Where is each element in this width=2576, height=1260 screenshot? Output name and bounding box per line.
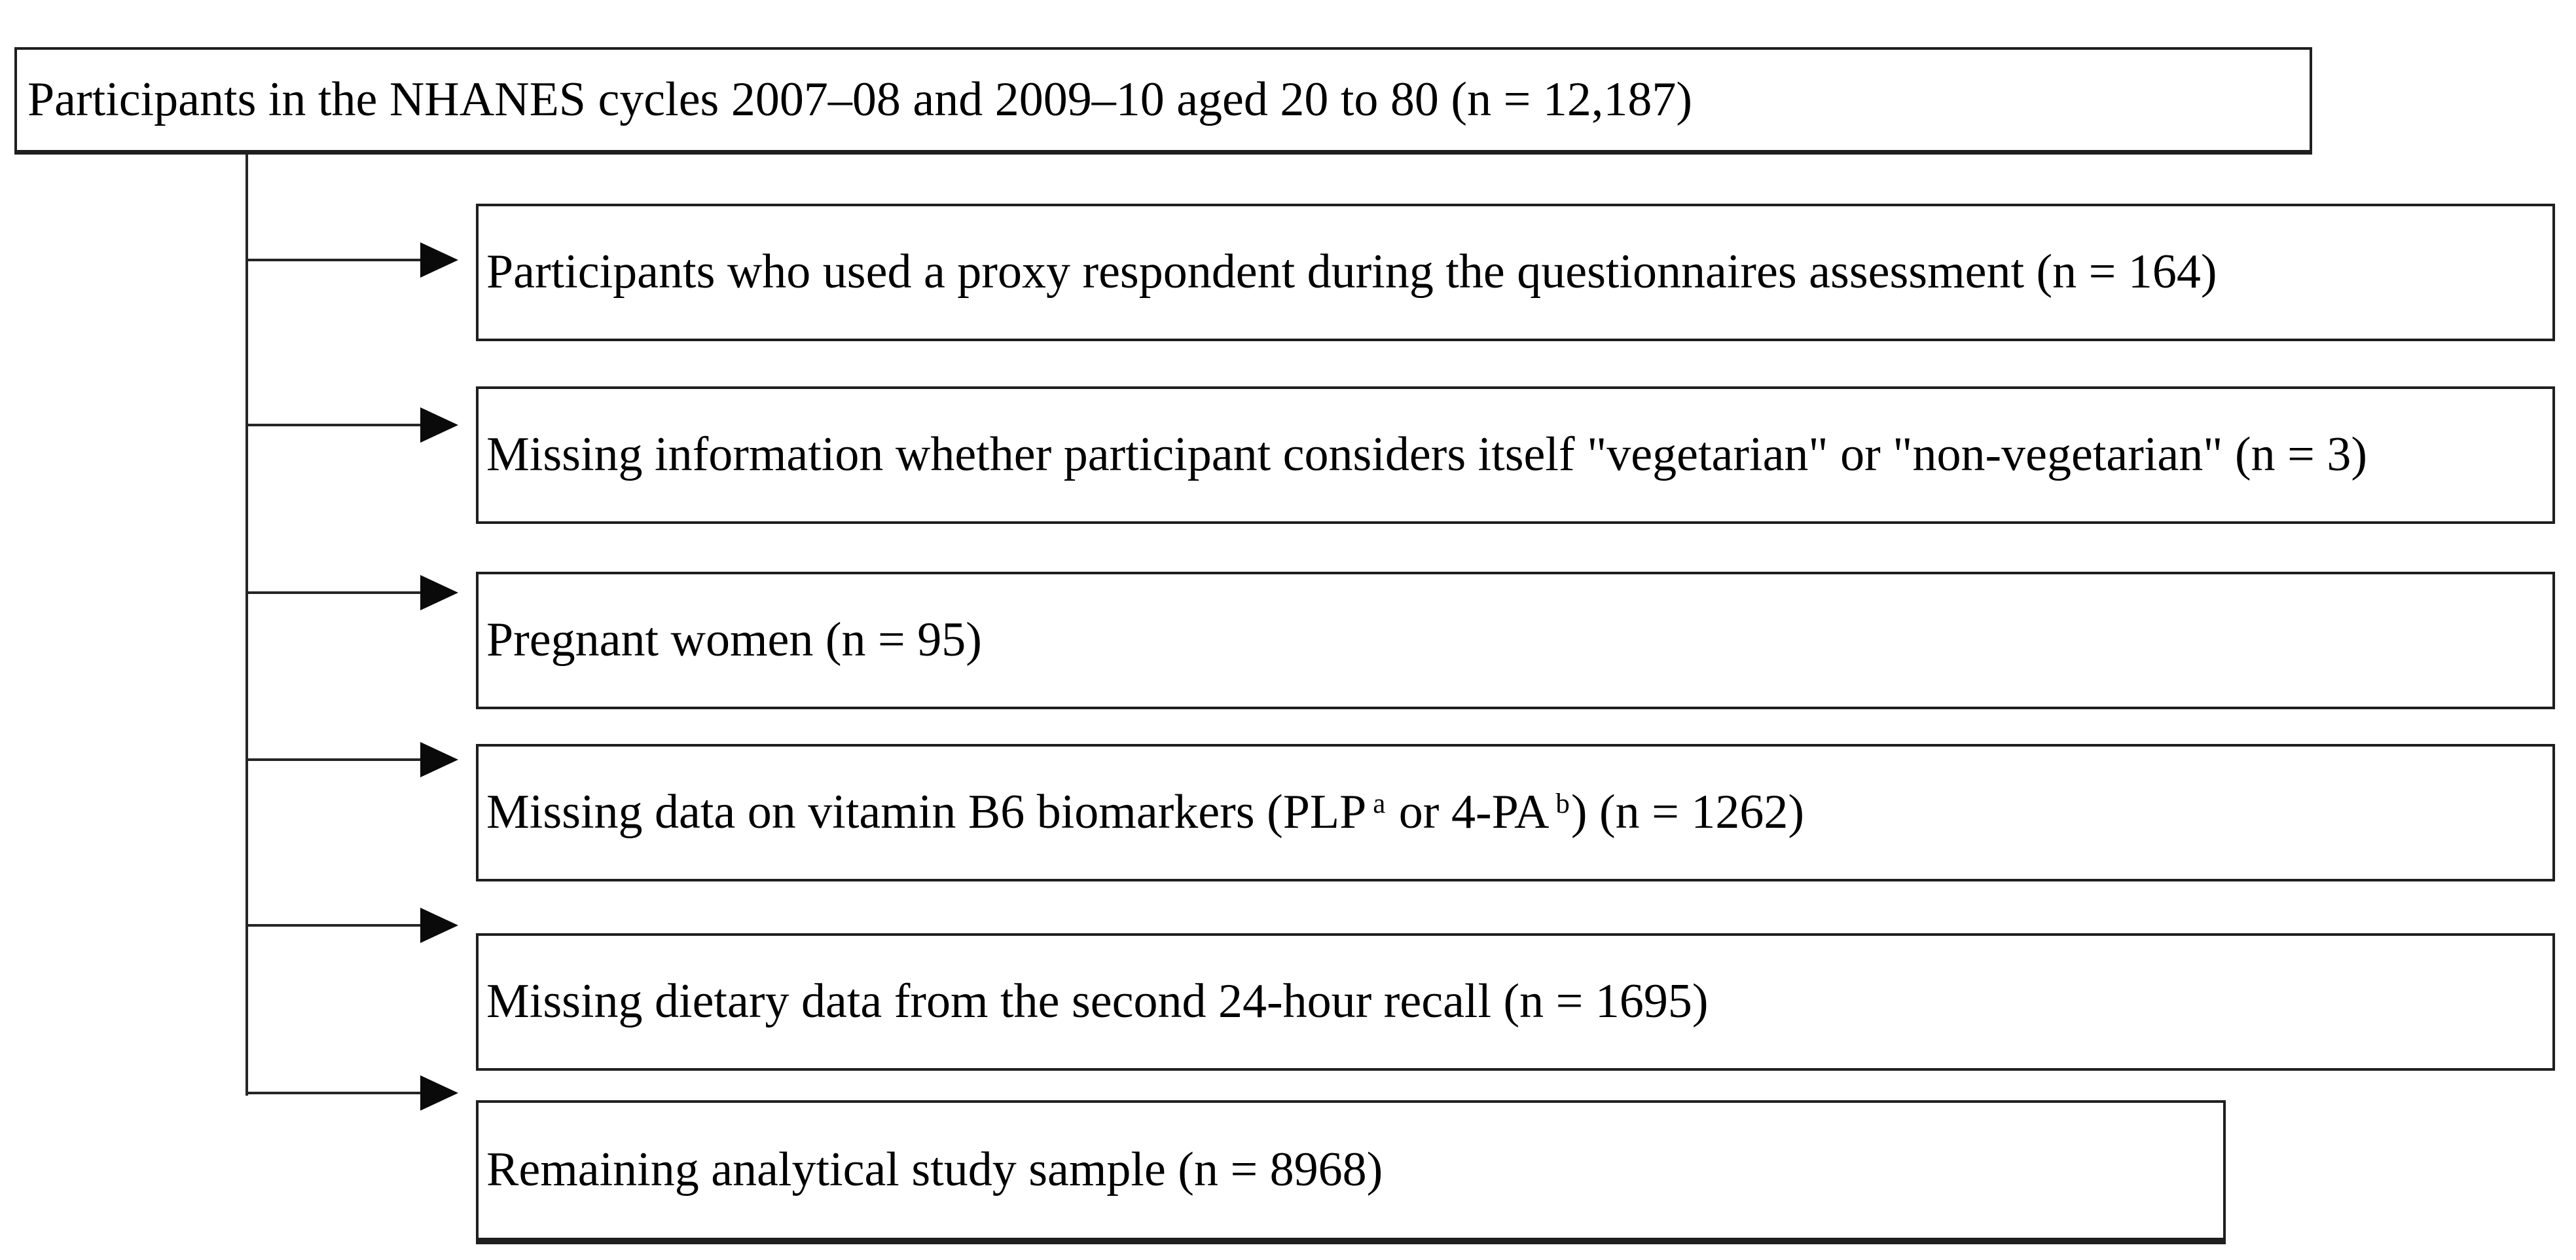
exclusion-text-segment: or 4-PA (1387, 785, 1550, 840)
exclusion-text-segment: Missing data on vitamin B6 biomarkers (P… (486, 785, 1367, 840)
result-sample-box: Remaining analytical study sample (n = 8… (476, 1100, 2226, 1244)
connector-line (247, 924, 422, 927)
footnote-marker-b: b (1555, 788, 1570, 819)
right-arrowhead-icon (420, 242, 458, 278)
right-arrowhead-icon (420, 1075, 458, 1111)
footnote-marker-a: a (1373, 788, 1386, 819)
right-arrowhead-icon (420, 575, 458, 610)
exclusion-text: Missing data on vitamin B6 biomarkers (P… (486, 787, 1804, 838)
exclusion-text: Missing information whether participant … (486, 428, 2367, 482)
connector-line (247, 424, 422, 426)
exclusion-box-missing-vegetarian-info: Missing information whether participant … (476, 386, 2555, 524)
exclusion-text-segment: ) (n = 1262) (1570, 785, 1805, 840)
trunk-connector-line (245, 155, 248, 1096)
right-arrowhead-icon (420, 908, 458, 943)
exclusion-text: Pregnant women (n = 95) (486, 613, 982, 667)
connector-line (247, 259, 422, 261)
connector-line (247, 1092, 422, 1094)
source-population-text: Participants in the NHANES cycles 2007–0… (27, 72, 1692, 126)
exclusion-box-proxy-respondent: Participants who used a proxy respondent… (476, 204, 2555, 341)
exclusion-text: Participants who used a proxy respondent… (486, 245, 2217, 299)
right-arrowhead-icon (420, 407, 458, 443)
exclusion-box-missing-b6-biomarkers: Missing data on vitamin B6 biomarkers (P… (476, 744, 2555, 881)
exclusion-box-pregnant-women: Pregnant women (n = 95) (476, 572, 2555, 709)
connector-line (247, 591, 422, 594)
right-arrowhead-icon (420, 742, 458, 777)
source-population-box: Participants in the NHANES cycles 2007–0… (14, 47, 2312, 155)
result-sample-text: Remaining analytical study sample (n = 8… (486, 1143, 1383, 1197)
exclusion-text: Missing dietary data from the second 24-… (486, 974, 1709, 1029)
connector-line (247, 758, 422, 761)
exclusion-box-missing-dietary-recall: Missing dietary data from the second 24-… (476, 933, 2555, 1071)
